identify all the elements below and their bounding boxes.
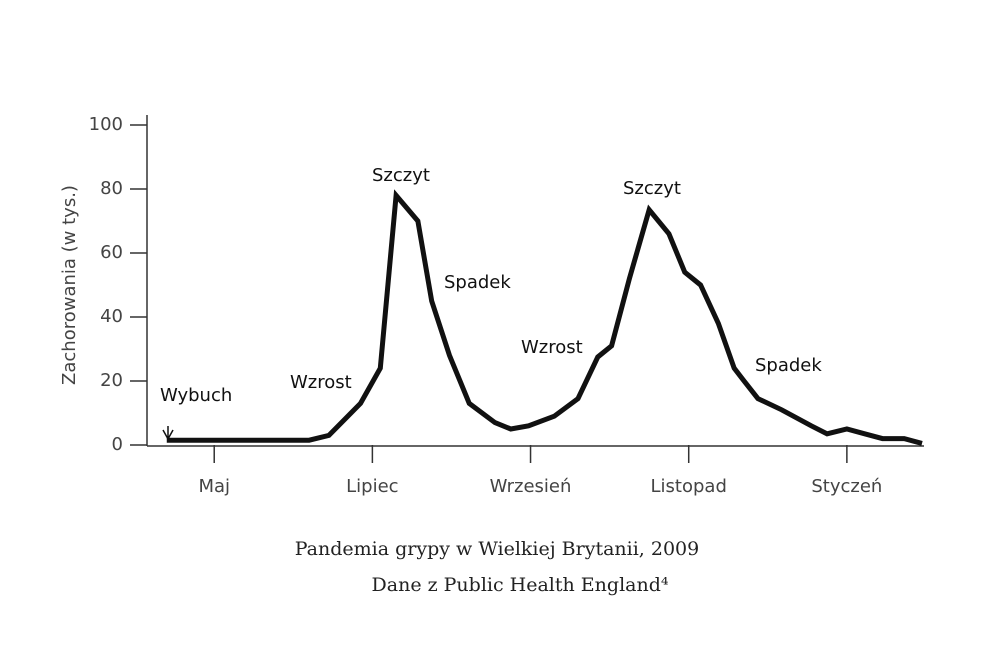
x-tick-label: Styczeń — [811, 476, 882, 497]
annotation: Wzrost — [521, 337, 583, 358]
y-tick-label: 0 — [112, 434, 123, 455]
annotation: Szczyt — [623, 178, 681, 199]
x-tick-label: Lipiec — [346, 476, 398, 497]
x-tick-label: Maj — [198, 476, 230, 497]
annotation: Szczyt — [372, 165, 430, 186]
chart-title: Pandemia grypy w Wielkiej Brytanii, 2009 — [295, 538, 700, 560]
y-tick-label: 40 — [100, 306, 123, 327]
data-line — [166, 189, 923, 446]
y-tick-label: 100 — [89, 114, 123, 135]
chart-subtitle: Dane z Public Health England⁴ — [372, 574, 669, 596]
y-tick-label: 80 — [100, 178, 123, 199]
annotation: Spadek — [444, 272, 511, 293]
annotation: Spadek — [755, 355, 822, 376]
y-tick-label: 60 — [100, 242, 123, 263]
x-tick-label: Wrzesień — [490, 476, 572, 497]
annotation: Wzrost — [290, 372, 352, 393]
annotation: Wybuch — [160, 385, 232, 406]
x-tick-label: Listopad — [651, 476, 727, 497]
y-tick-label: 20 — [100, 370, 123, 391]
y-axis-label: Zachorowania (w tys.) — [59, 185, 80, 385]
arrow — [162, 426, 174, 441]
